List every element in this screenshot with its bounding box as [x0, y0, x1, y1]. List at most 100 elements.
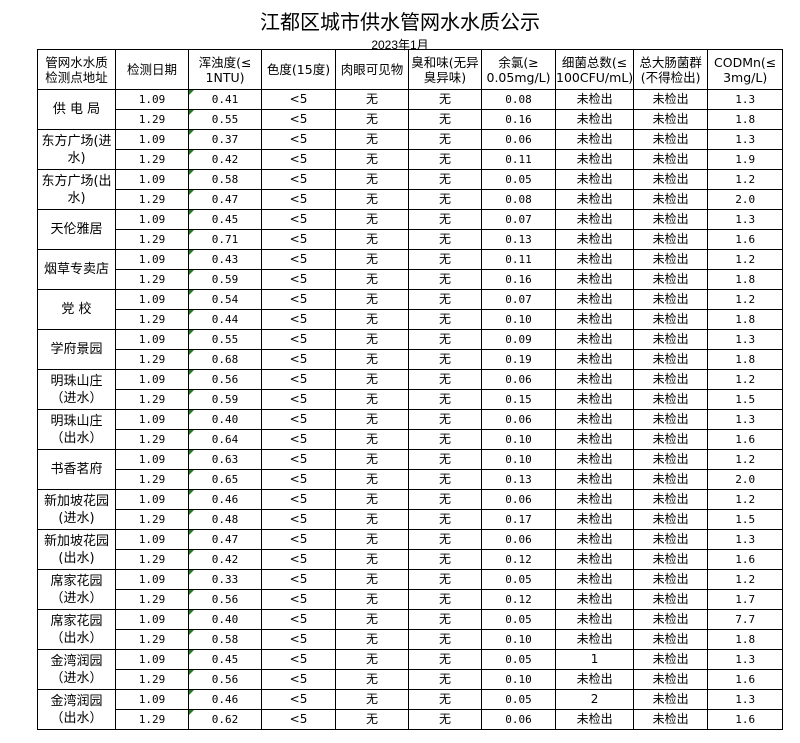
cell-chlorine: 0.05	[481, 569, 556, 590]
cell-bacteria: 未检出	[554, 149, 635, 170]
cell-bacteria: 未检出	[554, 369, 635, 390]
cell-coliform: 未检出	[633, 149, 709, 170]
cell-coliform: 未检出	[633, 609, 709, 630]
cell-turbidity: 0.47	[188, 529, 262, 550]
cell-bacteria: 未检出	[554, 609, 635, 630]
cell-color: <5	[261, 189, 336, 210]
site-name: 新加坡花园 (出水)	[37, 529, 116, 570]
cell-turbidity: 0.37	[188, 129, 262, 150]
cell-chlorine: 0.16	[481, 269, 556, 290]
cell-color: <5	[261, 109, 336, 130]
cell-chlorine: 0.06	[481, 409, 556, 430]
cell-coliform: 未检出	[633, 689, 709, 710]
cell-coliform: 未检出	[633, 129, 709, 150]
cell-bacteria: 未检出	[554, 289, 635, 310]
cell-coliform: 未检出	[633, 489, 709, 510]
header-location: 管网水水质 检测点地址	[37, 49, 116, 90]
table-row: 新加坡花园 (出水) 1.09 0.47 <5 无无 0.06 未检出 未检出 1.3	[37, 529, 784, 570]
cell-chlorine: 0.13	[481, 229, 556, 250]
cell-visible-matter: 无	[335, 189, 409, 210]
cell-visible-matter: 无	[335, 329, 409, 350]
cell-chlorine: 0.13	[481, 469, 556, 490]
table-row: 席家花园 （出水） 1.09 0.40 <5 无无 0.05 未检出 未检出 7.7	[37, 609, 784, 650]
cell-bacteria: 未检出	[554, 669, 635, 690]
cell-turbidity: 0.55	[188, 329, 262, 350]
cell-visible-matter: 无	[335, 409, 409, 430]
site-name: 东方广场(进 水)	[37, 129, 116, 170]
cell-codmn: 1.6	[707, 709, 784, 730]
cell-odor: 无	[408, 309, 482, 330]
cell-color: <5	[261, 669, 336, 690]
cell-turbidity: 0.55	[188, 109, 262, 130]
cell-coliform: 未检出	[633, 109, 709, 130]
cell-color: <5	[261, 149, 336, 170]
cell-date: 1.09	[115, 369, 189, 390]
cell-chlorine: 0.08	[481, 189, 556, 210]
cell-turbidity: 0.46	[188, 489, 262, 510]
cell-codmn: 1.3	[707, 689, 784, 710]
cell-visible-matter: 无	[335, 689, 409, 710]
site-name: 书香茗府	[37, 449, 116, 490]
table-row: 1.29 0.59 <5 无无 0.15 未检出 未检出 1.5	[38, 389, 784, 410]
header-color: 色度(15度)	[261, 49, 336, 90]
cell-odor: 无	[408, 569, 482, 590]
cell-bacteria: 未检出	[554, 209, 635, 230]
cell-turbidity: 0.58	[188, 169, 262, 190]
cell-chlorine: 0.10	[481, 309, 556, 330]
cell-date: 1.29	[115, 469, 189, 490]
cell-chlorine: 0.05	[481, 649, 556, 670]
cell-odor: 无	[408, 549, 482, 570]
cell-color: <5	[261, 709, 336, 730]
cell-turbidity: 0.59	[188, 389, 262, 410]
header-coliform: 总大肠菌群 (不得检出)	[633, 49, 709, 90]
cell-coliform: 未检出	[633, 469, 709, 490]
cell-chlorine: 0.19	[481, 349, 556, 370]
cell-color: <5	[261, 249, 336, 270]
table-row: 1.29 0.68 <5 无无 0.19 未检出 未检出 1.8	[38, 349, 784, 370]
cell-codmn: 1.3	[707, 529, 784, 550]
cell-turbidity: 0.41	[188, 89, 262, 110]
cell-coliform: 未检出	[633, 709, 709, 730]
cell-color: <5	[261, 649, 336, 670]
cell-odor: 无	[408, 209, 482, 230]
table-row: 1.29 0.48 <5 无无 0.17 未检出 未检出 1.5	[38, 509, 784, 530]
cell-color: <5	[261, 269, 336, 290]
table-row: 金湾润园 （出水） 1.09 0.46 <5 无无 0.05 2 未检出 1.3	[37, 689, 784, 730]
table-row: 1.29 0.56 <5 无无 0.12 未检出 未检出 1.7	[38, 589, 784, 610]
cell-visible-matter: 无	[335, 449, 409, 470]
cell-visible-matter: 无	[335, 169, 409, 190]
cell-color: <5	[261, 629, 336, 650]
cell-odor: 无	[408, 449, 482, 470]
header-date: 检测日期	[115, 49, 189, 90]
table-row: 明珠山庄 （进水） 1.09 0.56 <5 无无 0.06 未检出 未检出 1.2	[37, 369, 784, 410]
cell-date: 1.29	[115, 429, 189, 450]
cell-turbidity: 0.62	[188, 709, 262, 730]
site-name: 烟草专卖店	[37, 249, 116, 290]
cell-odor: 无	[408, 149, 482, 170]
cell-bacteria: 未检出	[554, 569, 635, 590]
cell-visible-matter: 无	[335, 209, 409, 230]
cell-color: <5	[261, 389, 336, 410]
table-row: 1.29 0.44 <5 无无 0.10 未检出 未检出 1.8	[38, 309, 784, 330]
cell-codmn: 1.7	[707, 589, 784, 610]
cell-codmn: 1.6	[707, 669, 784, 690]
cell-coliform: 未检出	[633, 209, 709, 230]
cell-codmn: 1.3	[707, 329, 784, 350]
cell-coliform: 未检出	[633, 369, 709, 390]
cell-chlorine: 0.06	[481, 129, 556, 150]
cell-codmn: 1.2	[707, 489, 784, 510]
cell-bacteria: 未检出	[554, 409, 635, 430]
table-row: 东方广场(进 水) 1.09 0.37 <5 无无 0.06 未检出 未检出 1.3	[37, 129, 784, 170]
cell-odor: 无	[408, 109, 482, 130]
table-row: 1.29 0.56 <5 无无 0.10 未检出 未检出 1.6	[38, 669, 784, 690]
cell-turbidity: 0.56	[188, 589, 262, 610]
cell-color: <5	[261, 429, 336, 450]
cell-bacteria: 未检出	[554, 449, 635, 470]
cell-codmn: 1.3	[707, 209, 784, 230]
cell-odor: 无	[408, 169, 482, 190]
cell-chlorine: 0.10	[481, 629, 556, 650]
cell-coliform: 未检出	[633, 89, 709, 110]
cell-visible-matter: 无	[335, 389, 409, 410]
site-name: 金湾润园 （出水）	[37, 689, 116, 730]
cell-turbidity: 0.56	[188, 669, 262, 690]
